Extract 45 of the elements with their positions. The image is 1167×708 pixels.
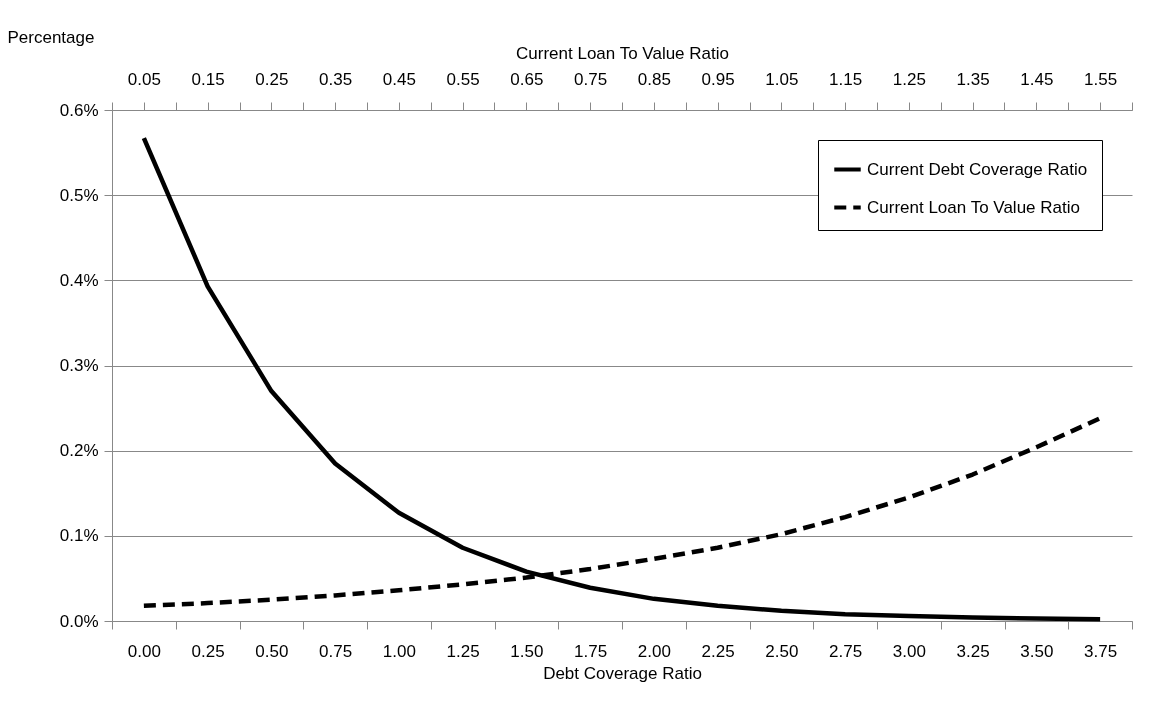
x-tick-label: 2.00 bbox=[637, 641, 671, 661]
x2-axis-title: Current Loan To Value Ratio bbox=[516, 43, 729, 63]
y-axis-title: Percentage bbox=[7, 27, 95, 47]
x2-tick-label: 0.35 bbox=[319, 69, 353, 89]
x2-tick-label: 0.05 bbox=[127, 69, 161, 89]
line-series bbox=[141, 135, 1103, 622]
x-tick-label: 1.50 bbox=[510, 641, 544, 661]
y-tick-label: 0.1% bbox=[59, 526, 99, 546]
x-tick-label: 3.25 bbox=[956, 641, 990, 661]
x2-tick-label: 0.55 bbox=[446, 69, 480, 89]
x-tick-label: 0.25 bbox=[191, 641, 225, 661]
x-tick-label: 3.75 bbox=[1084, 641, 1118, 661]
x2-tick-label: 0.25 bbox=[255, 69, 289, 89]
x-tick-label: 1.75 bbox=[574, 641, 608, 661]
y-tick-label: 0.5% bbox=[59, 185, 99, 205]
y-tick-label: 0.2% bbox=[59, 441, 99, 461]
x2-tick-label: 1.35 bbox=[956, 69, 990, 89]
x2-tick-label: 0.95 bbox=[701, 69, 735, 89]
y-tick-label: 0.4% bbox=[59, 270, 99, 290]
x-tick-label: 3.50 bbox=[1020, 641, 1054, 661]
x2-tick-label: 1.55 bbox=[1084, 69, 1118, 89]
x-tick-label: 3.00 bbox=[892, 641, 926, 661]
x2-tick-label: 0.15 bbox=[191, 69, 225, 89]
x-tick-label: 1.25 bbox=[446, 641, 480, 661]
x2-tick-label: 0.65 bbox=[510, 69, 544, 89]
x-tick-label: 0.50 bbox=[255, 641, 289, 661]
y-tick-label: 0.0% bbox=[59, 611, 99, 631]
x2-tick-label: 0.45 bbox=[382, 69, 416, 89]
y-tick-label: 0.6% bbox=[59, 100, 99, 120]
x2-tick-label: 0.85 bbox=[637, 69, 671, 89]
x-tick-label: 2.50 bbox=[765, 641, 799, 661]
y-tick-label: 0.3% bbox=[59, 356, 99, 375]
x-tick-label: 2.75 bbox=[829, 641, 863, 661]
x2-tick-label: 1.45 bbox=[1020, 69, 1054, 89]
x2-tick-label: 1.05 bbox=[765, 69, 799, 89]
x-tick-label: 1.00 bbox=[382, 641, 416, 661]
x-tick-label: 2.25 bbox=[701, 641, 735, 661]
x2-tick-label: 1.25 bbox=[892, 69, 926, 89]
legend-label: Current Loan To Value Ratio bbox=[867, 197, 1080, 217]
x-axis-title: Debt Coverage Ratio bbox=[543, 663, 702, 683]
x2-tick-label: 1.15 bbox=[829, 69, 863, 89]
x-tick-label: 0.00 bbox=[127, 641, 161, 661]
x2-tick-label: 0.75 bbox=[574, 69, 608, 89]
legend-label: Current Debt Coverage Ratio bbox=[867, 159, 1088, 179]
x-tick-label: 0.75 bbox=[319, 641, 353, 661]
